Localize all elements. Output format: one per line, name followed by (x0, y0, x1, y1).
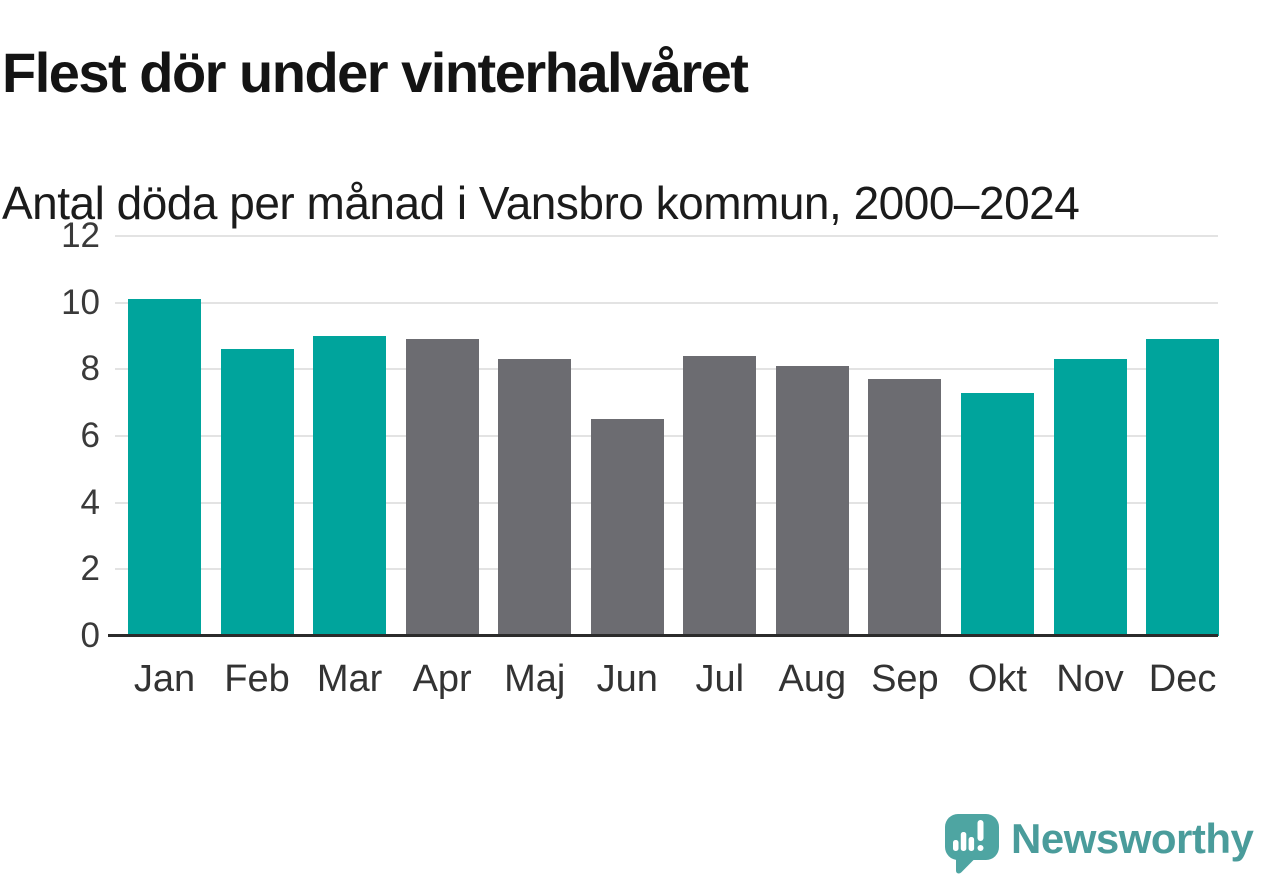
y-axis: 0 2 4 6 8 10 12 (28, 218, 100, 654)
x-tick-label-aug: Aug (778, 658, 847, 700)
chart-title: Flest dör under vinterhalvåret (2, 40, 749, 104)
x-tick-label-apr: Apr (412, 658, 472, 700)
bar-jun (590, 419, 664, 636)
x-tick-label-mar: Mar (316, 658, 383, 700)
bar-jan (128, 299, 201, 636)
x-tick-label-okt: Okt (967, 658, 1027, 700)
y-tick-label-8: 8 (80, 349, 100, 389)
gridline-12 (115, 235, 1218, 237)
x-axis-line (108, 634, 1218, 637)
bar-okt (960, 392, 1034, 636)
plot-area (108, 235, 1220, 637)
x-tick-label-dec: Dec (1148, 658, 1217, 700)
gridline-10 (115, 301, 1218, 304)
bar-apr (405, 339, 479, 636)
x-tick-label-jul: Jul (695, 658, 745, 700)
bar-aug (775, 366, 849, 636)
y-tick-label-2: 2 (80, 549, 100, 589)
x-tick-label-feb: Feb (224, 658, 290, 700)
bar-dec (1146, 339, 1220, 636)
gridline-8 (115, 368, 1218, 371)
x-tick-label-nov: Nov (1056, 658, 1124, 700)
x-tick-label-jun: Jun (596, 658, 658, 700)
x-tick-label-jan: Jan (133, 658, 196, 700)
newsworthy-logo: Newsworthy (944, 812, 1254, 876)
x-tick-label-sep: Sep (871, 658, 939, 700)
y-tick-label-6: 6 (80, 416, 100, 455)
y-tick-label-4: 4 (80, 482, 100, 522)
gridline-6 (115, 435, 1218, 437)
y-tick-label-10: 10 (61, 282, 100, 322)
bar-jul (683, 356, 757, 636)
x-tick-label-maj: Maj (504, 658, 566, 700)
gridline-4 (115, 501, 1218, 504)
bar-feb (220, 349, 294, 636)
chart-subtitle: Antal döda per månad i Vansbro kommun, 2… (2, 177, 1080, 229)
bar-sep (868, 379, 942, 636)
y-tick-label-12: 12 (61, 216, 100, 255)
bar-maj (498, 359, 572, 636)
y-tick-label-0: 0 (80, 616, 100, 655)
bar-mar (313, 336, 387, 636)
bar-nov (1053, 359, 1127, 636)
x-axis: Jan Feb Mar Apr Maj Jun Jul Aug Sep Okt Nov Dec (115, 658, 1218, 708)
speech-bubble-bar-chart-icon (945, 814, 999, 874)
brand-wordmark: Newsworthy (1011, 815, 1254, 862)
gridline-2 (115, 568, 1218, 571)
